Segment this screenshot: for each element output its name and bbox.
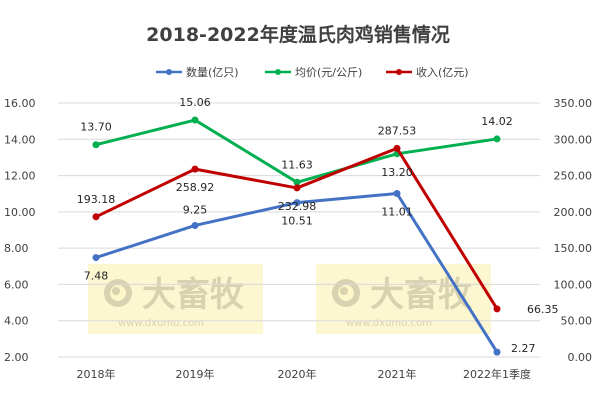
data-point: [293, 199, 301, 207]
data-label: 13.70: [80, 121, 112, 134]
legend-marker: [396, 69, 402, 75]
data-point: [493, 348, 501, 356]
data-label: 13.20: [381, 166, 413, 179]
legend-marker: [275, 69, 281, 75]
data-label: 10.51: [281, 215, 313, 228]
data-point: [393, 144, 401, 152]
data-point: [191, 116, 199, 124]
y-right-tick-label: 250.00: [554, 170, 593, 183]
data-labels: 7.48 9.25 10.51 11.01 2.27 13.70 15.06 11.63 13.…: [77, 96, 559, 355]
data-label: 287.53: [378, 124, 417, 137]
data-point: [92, 141, 100, 149]
legend-marker: [166, 69, 172, 75]
data-point: [293, 178, 301, 186]
data-label: 232.98: [278, 200, 317, 213]
data-point: [493, 135, 501, 143]
watermarks: 大畜牧 www.dxumu.com 大畜牧 www.dxumu.com: [88, 264, 491, 334]
watermark-url: www.dxumu.com: [118, 318, 204, 329]
data-label: 9.25: [183, 203, 208, 216]
legend-label: 数量(亿只): [186, 66, 239, 79]
y-right-tick-label: 0.00: [568, 351, 593, 364]
y-left-tick-label: 16.00: [4, 97, 36, 110]
data-label: 11.63: [281, 158, 313, 171]
y-left-tick-label: 8.00: [4, 242, 29, 255]
y-left-tick-label: 2.00: [4, 351, 29, 364]
data-label: 15.06: [179, 96, 211, 109]
y-right-tick-label: 100.00: [554, 278, 593, 291]
watermark-left: 大畜牧 www.dxumu.com: [88, 264, 263, 334]
y-left-tick-label: 10.00: [4, 206, 36, 219]
y-left-tick-label: 4.00: [4, 315, 29, 328]
y-right-tick-label: 300.00: [554, 133, 593, 146]
data-point: [493, 305, 501, 313]
y-right-tick-label: 350.00: [554, 97, 593, 110]
y-right-tick-label: 200.00: [554, 206, 593, 219]
data-label: 11.01: [381, 206, 413, 219]
series-line: [95, 118, 498, 184]
x-axis: 2018年 2019年 2020年 2021年 2022年1季度: [77, 367, 532, 381]
x-tick-label: 2018年: [77, 367, 116, 381]
data-label: 2.27: [511, 342, 536, 355]
chart-title: 2018-2022年度温氏肉鸡销售情况: [146, 23, 450, 46]
data-label: 66.35: [527, 303, 559, 316]
y-right-tick-label: 50.00: [561, 315, 593, 328]
data-point: [92, 213, 100, 221]
y-axis-right: 0.00 50.00 100.00 150.00 200.00 250.00 300.00 3…: [554, 97, 593, 364]
watermark-brand: 大畜牧: [370, 275, 473, 315]
y-left-tick-label: 6.00: [4, 278, 29, 291]
data-label: 7.48: [84, 270, 109, 283]
y-left-tick-label: 14.00: [4, 133, 36, 146]
y-axis-left: 2.00 4.00 6.00 8.00 10.00 12.00 14.00 16.00: [4, 97, 36, 364]
y-right-tick-label: 150.00: [554, 242, 593, 255]
watermark-brand: 大畜牧: [142, 275, 245, 315]
x-tick-label: 2019年: [176, 367, 215, 381]
legend: 数量(亿只) 均价(元/公斤) 收入(亿元): [156, 65, 469, 79]
legend-label: 收入(亿元): [416, 65, 469, 79]
legend-label: 均价(元/公斤): [295, 66, 362, 79]
watermark-url: www.dxumu.com: [346, 318, 432, 329]
data-point: [191, 221, 199, 229]
y-left-tick-label: 12.00: [4, 170, 36, 183]
data-label: 258.92: [176, 181, 215, 194]
data-point: [393, 190, 401, 198]
data-label: 14.02: [481, 115, 513, 128]
x-tick-label: 2022年1季度: [463, 367, 531, 381]
x-tick-label: 2021年: [378, 367, 417, 381]
data-point: [293, 184, 301, 192]
data-point: [191, 165, 199, 173]
data-label: 193.18: [77, 193, 116, 206]
x-tick-label: 2020年: [278, 367, 317, 381]
data-point: [92, 254, 100, 262]
series-group: [92, 116, 501, 356]
